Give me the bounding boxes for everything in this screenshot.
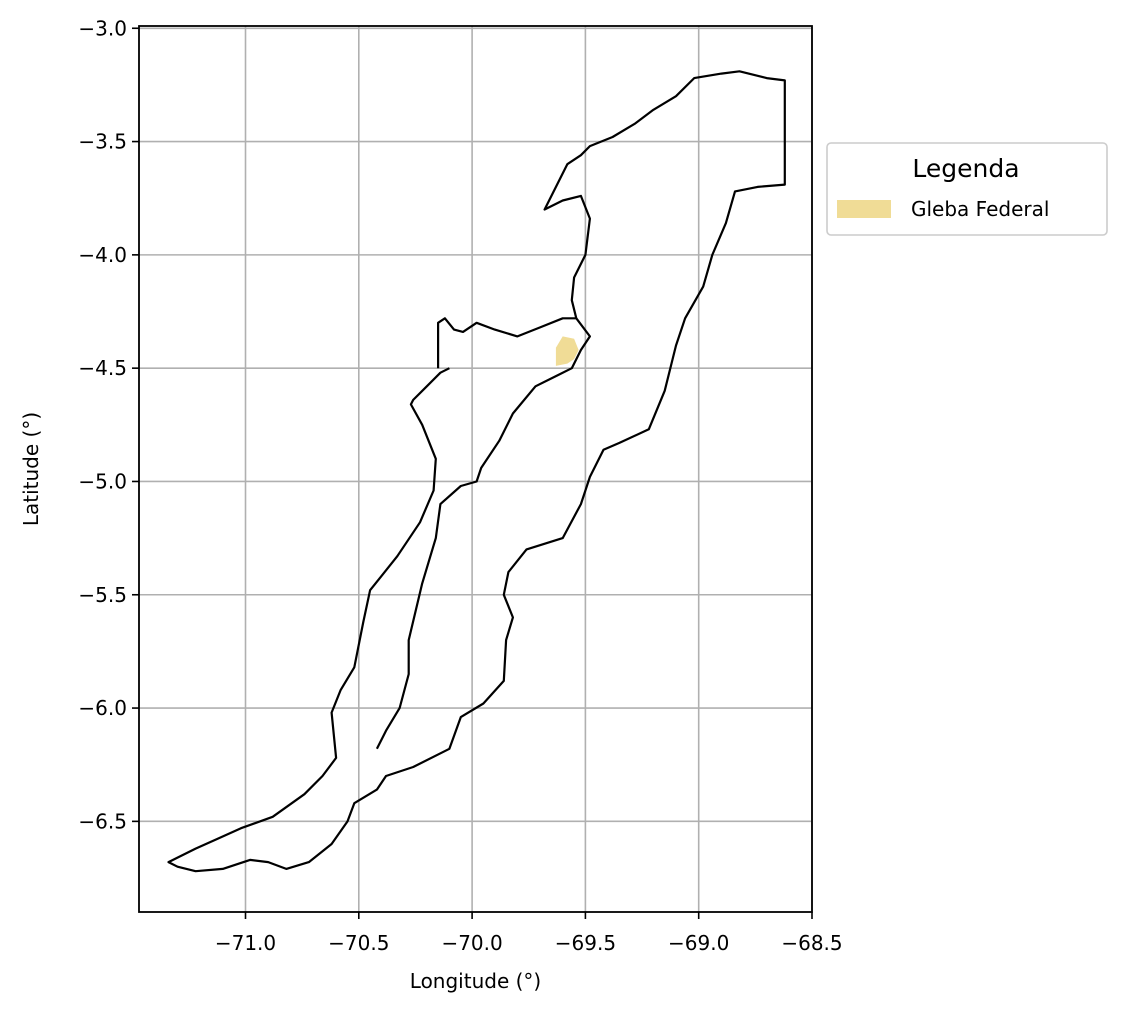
- map-features: [167, 70, 786, 873]
- y-tick-label: −6.5: [78, 809, 127, 833]
- x-tick-label: −70.0: [441, 931, 502, 955]
- x-axis-title: Longitude (°): [410, 969, 541, 993]
- y-tick-label: −4.0: [78, 243, 127, 267]
- y-tick-label: −5.0: [78, 469, 127, 493]
- x-tick-label: −71.0: [215, 931, 276, 955]
- legend-label-gleba-federal: Gleba Federal: [911, 197, 1049, 221]
- gleba-federal-area: [555, 336, 579, 366]
- x-tick-label: −69.0: [668, 931, 729, 955]
- x-tick-label: −70.5: [328, 931, 389, 955]
- region-boundary-north: [437, 317, 577, 369]
- y-tick-label: −6.0: [78, 696, 127, 720]
- x-tick-label: −69.5: [555, 931, 616, 955]
- legend-box: [826, 142, 1108, 236]
- legend-title: Legenda: [912, 154, 1019, 183]
- region-boundary: [167, 70, 786, 873]
- plot-frame: [138, 25, 813, 913]
- y-axis-ticks: −3.0 −3.5 −4.0 −4.5 −5.0 −5.5 −6.0 −6.5: [78, 16, 139, 833]
- y-tick-label: −5.5: [78, 583, 127, 607]
- grid-lines: [139, 26, 813, 912]
- legend: Legenda Gleba Federal: [826, 142, 1108, 236]
- x-tick-label: −68.5: [781, 931, 842, 955]
- y-tick-label: −3.5: [78, 130, 127, 154]
- y-axis-title: Latitude (°): [19, 412, 43, 526]
- y-tick-label: −4.5: [78, 356, 127, 380]
- x-axis-ticks: −71.0 −70.5 −70.0 −69.5 −69.0 −68.5: [215, 912, 843, 955]
- legend-swatch-gleba-federal: [837, 200, 891, 218]
- y-tick-label: −3.0: [78, 16, 127, 40]
